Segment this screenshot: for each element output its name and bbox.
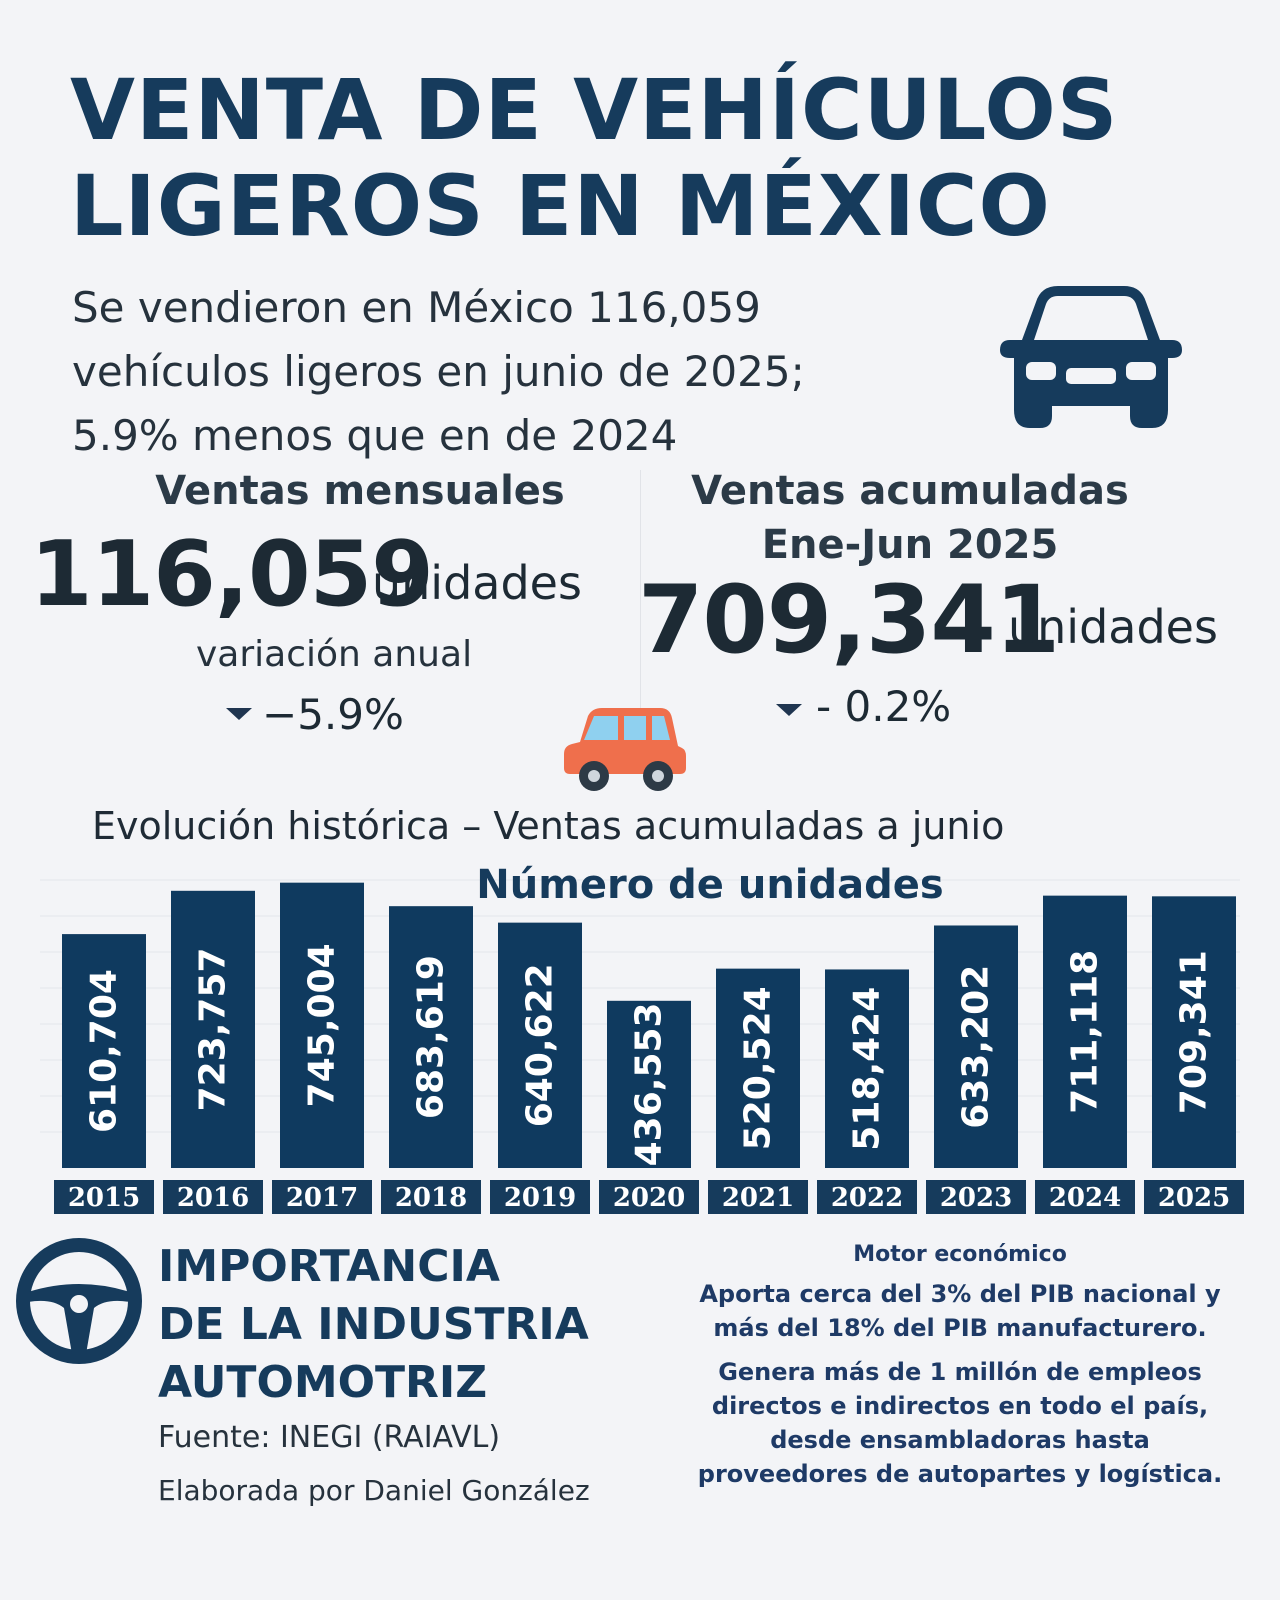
bar-value-label: 683,619 bbox=[411, 955, 452, 1119]
year-label: 2016 bbox=[177, 1183, 249, 1213]
year-label: 2022 bbox=[831, 1183, 903, 1213]
year-label-background bbox=[54, 1180, 154, 1214]
car-front-icon bbox=[1000, 286, 1182, 428]
year-label-background bbox=[490, 1180, 590, 1214]
cumulative-sales-value: 709,341 bbox=[638, 566, 1060, 675]
economic-para1-line1: Aporta cerca del 3% del PIB nacional y bbox=[699, 1280, 1221, 1308]
year-label: 2023 bbox=[940, 1183, 1012, 1213]
cumulative-variation-value: - 0.2% bbox=[816, 682, 952, 731]
year-label: 2025 bbox=[1158, 1183, 1230, 1213]
chart-title: Número de unidades bbox=[476, 862, 943, 908]
bar-value-label: 633,202 bbox=[956, 965, 997, 1129]
chart-bars bbox=[62, 882, 1236, 1168]
column-divider bbox=[640, 470, 641, 710]
bar-2025 bbox=[1152, 896, 1236, 1168]
year-label-background bbox=[708, 1180, 808, 1214]
economic-para2-line4: proveedores de autopartes y logística. bbox=[697, 1460, 1223, 1488]
year-label-background bbox=[1144, 1180, 1244, 1214]
steering-wheel-icon bbox=[16, 1238, 142, 1364]
monthly-sales-heading: Ventas mensuales bbox=[155, 468, 565, 514]
cumulative-period: Ene-Jun 2025 bbox=[761, 522, 1059, 568]
importance-title: IMPORTANCIA DE LA INDUSTRIA AUTOMOTRIZ bbox=[158, 1238, 638, 1412]
bar-value-label: 640,622 bbox=[520, 963, 561, 1127]
bar-value-label: 436,553 bbox=[629, 1002, 670, 1166]
bar-value-label: 518,424 bbox=[847, 987, 888, 1151]
summary-text: Se vendieron en México 116,059 vehículos… bbox=[72, 276, 972, 468]
summary-line2: vehículos ligeros en junio de 2025; bbox=[72, 347, 805, 396]
economic-engine-block: Motor económico Aporta cerca del 3% del … bbox=[660, 1242, 1260, 1501]
importance-line1: IMPORTANCIA bbox=[158, 1241, 500, 1292]
year-label-background bbox=[381, 1180, 481, 1214]
credit-text: Elaborada por Daniel González bbox=[158, 1474, 590, 1507]
bar-value-label: 709,341 bbox=[1174, 950, 1215, 1114]
bar-2020 bbox=[607, 1000, 691, 1168]
bar-2016 bbox=[171, 890, 255, 1168]
year-label-background bbox=[163, 1180, 263, 1214]
source-text: Fuente: INEGI (RAIAVL) bbox=[158, 1420, 501, 1455]
year-label-background bbox=[1035, 1180, 1135, 1214]
down-triangle-icon bbox=[776, 704, 802, 716]
year-label: 2020 bbox=[613, 1183, 685, 1213]
main-title-line1: VENTA DE VEHÍCULOS bbox=[70, 61, 1119, 159]
year-label-background bbox=[926, 1180, 1026, 1214]
year-label: 2019 bbox=[504, 1183, 576, 1213]
importance-line3: AUTOMOTRIZ bbox=[158, 1357, 488, 1408]
monthly-sales-value: 116,059 bbox=[30, 522, 434, 627]
year-label-background bbox=[817, 1180, 917, 1214]
year-label: 2021 bbox=[722, 1183, 794, 1213]
cumulative-sales-heading: Ventas acumuladas bbox=[691, 468, 1129, 514]
economic-heading: Motor económico bbox=[853, 1242, 1067, 1267]
year-label-background bbox=[272, 1180, 372, 1214]
economic-para2-line2: directos e indirectos en todo el país, bbox=[711, 1392, 1209, 1420]
bar-2017 bbox=[280, 882, 364, 1168]
bar-value-label: 723,757 bbox=[193, 947, 234, 1111]
year-label-background bbox=[599, 1180, 699, 1214]
bar-2021 bbox=[716, 968, 800, 1168]
economic-paragraph-1: Aporta cerca del 3% del PIB nacional y m… bbox=[660, 1277, 1260, 1345]
chart-category-labels: 2015 2016 2017 2018 2019 2020 2021 2022 2023 2024… bbox=[54, 1180, 1244, 1214]
main-title-line2: LIGEROS EN MÉXICO bbox=[70, 157, 1051, 255]
bar-value-label: 520,524 bbox=[738, 986, 779, 1150]
year-label: 2017 bbox=[286, 1183, 358, 1213]
bar-2018 bbox=[389, 906, 473, 1168]
year-label: 2024 bbox=[1049, 1183, 1121, 1213]
monthly-variation-label: variación anual bbox=[196, 634, 473, 675]
bar-2022 bbox=[825, 969, 909, 1168]
chart-heading: Evolución histórica – Ventas acumuladas … bbox=[92, 804, 1005, 848]
year-label: 2015 bbox=[68, 1183, 140, 1213]
sales-bar-chart: 610,704 723,757 745,004 683,619 640,622 436,5… bbox=[40, 862, 1244, 1214]
bar-value-label: 711,118 bbox=[1065, 950, 1106, 1114]
orange-car-icon bbox=[564, 708, 686, 791]
bar-value-label: 610,704 bbox=[84, 969, 125, 1133]
summary-line3: 5.9% menos que en de 2024 bbox=[72, 411, 678, 460]
importance-line2: DE LA INDUSTRIA bbox=[158, 1299, 589, 1350]
bar-2024 bbox=[1043, 895, 1127, 1168]
bar-value-label: 745,004 bbox=[302, 943, 343, 1107]
economic-paragraph-2: Genera más de 1 millón de empleos direct… bbox=[660, 1355, 1260, 1491]
bar-2019 bbox=[498, 922, 582, 1168]
bar-2015 bbox=[62, 934, 146, 1168]
economic-para1-line2: más del 18% del PIB manufacturero. bbox=[713, 1314, 1207, 1342]
economic-para2-line3: desde ensambladoras hasta bbox=[770, 1426, 1150, 1454]
monthly-sales-unit: unidades bbox=[372, 556, 582, 610]
main-title: VENTA DE VEHÍCULOS LIGEROS EN MÉXICO bbox=[70, 62, 1230, 254]
down-triangle-icon bbox=[226, 708, 252, 720]
summary-line1: Se vendieron en México 116,059 bbox=[72, 283, 761, 332]
year-label: 2018 bbox=[395, 1183, 467, 1213]
monthly-variation-value: −5.9% bbox=[262, 690, 404, 739]
economic-para2-line1: Genera más de 1 millón de empleos bbox=[718, 1358, 1202, 1386]
cumulative-sales-unit: unidades bbox=[1008, 600, 1218, 654]
bar-2023 bbox=[934, 925, 1018, 1168]
chart-bar-labels: 610,704 723,757 745,004 683,619 640,622 436,5… bbox=[84, 943, 1215, 1166]
